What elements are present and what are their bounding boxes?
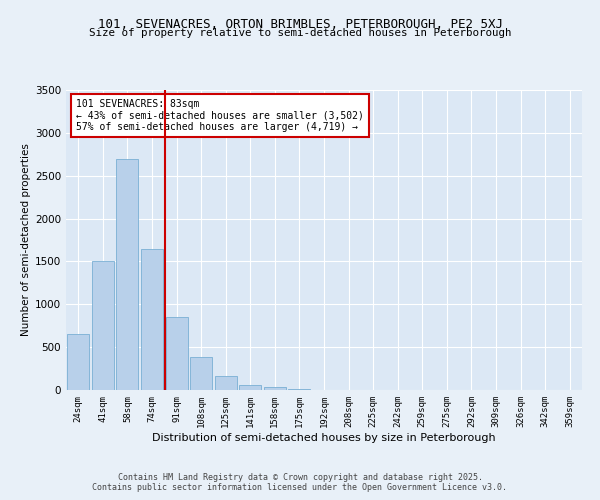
Y-axis label: Number of semi-detached properties: Number of semi-detached properties (21, 144, 31, 336)
X-axis label: Distribution of semi-detached houses by size in Peterborough: Distribution of semi-detached houses by … (152, 432, 496, 442)
Bar (141, 248, 163, 390)
Text: Size of property relative to semi-detached houses in Peterborough: Size of property relative to semi-detach… (89, 28, 511, 38)
Bar (190, 356, 212, 390)
Text: 101 SEVENACRES: 83sqm
← 43% of semi-detached houses are smaller (3,502)
57% of s: 101 SEVENACRES: 83sqm ← 43% of semi-deta… (76, 99, 364, 132)
Text: Contains HM Land Registry data © Crown copyright and database right 2025.
Contai: Contains HM Land Registry data © Crown c… (92, 473, 508, 492)
Bar (239, 385, 262, 390)
Bar (264, 388, 286, 390)
Bar (92, 262, 114, 390)
Text: 101, SEVENACRES, ORTON BRIMBLES, PETERBOROUGH, PE2 5XJ: 101, SEVENACRES, ORTON BRIMBLES, PETERBO… (97, 18, 503, 30)
Bar (289, 389, 310, 390)
Bar (215, 376, 237, 390)
Bar (67, 334, 89, 390)
Bar (166, 317, 188, 390)
Bar (116, 158, 139, 390)
